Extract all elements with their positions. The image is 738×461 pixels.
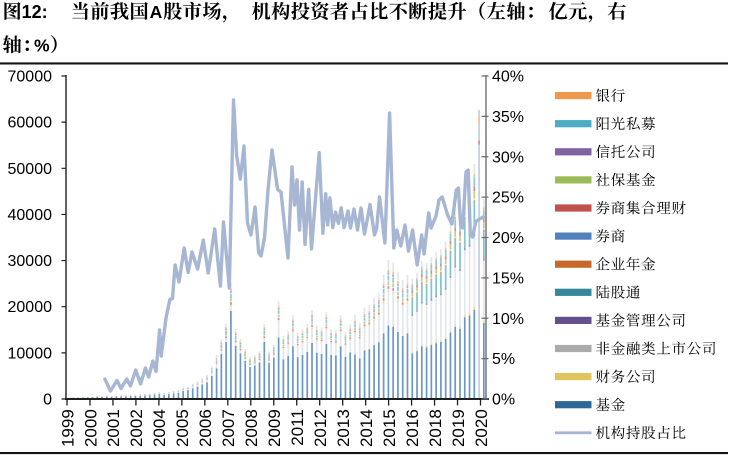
svg-text:2018: 2018	[426, 409, 445, 447]
svg-text:2005: 2005	[173, 409, 192, 447]
svg-text:2004: 2004	[150, 409, 169, 447]
svg-text:2007: 2007	[219, 409, 238, 447]
svg-text:40%: 40%	[492, 69, 524, 86]
svg-text:2000: 2000	[81, 409, 100, 447]
svg-text:2016: 2016	[403, 409, 422, 447]
svg-text:20000: 20000	[8, 299, 53, 316]
svg-text:2015: 2015	[380, 409, 399, 447]
svg-text:2019: 2019	[449, 409, 468, 447]
svg-text:2012: 2012	[311, 409, 330, 447]
svg-text:40000: 40000	[8, 207, 53, 224]
svg-text:30000: 30000	[8, 253, 53, 270]
svg-text:1999: 1999	[58, 409, 77, 447]
svg-text:2001: 2001	[104, 409, 123, 447]
svg-text:0: 0	[43, 392, 52, 409]
svg-text:0%: 0%	[492, 392, 515, 409]
svg-text:2014: 2014	[357, 409, 376, 447]
svg-text:%: %	[34, 36, 50, 56]
svg-text:20%: 20%	[492, 230, 524, 247]
svg-text:10000: 10000	[8, 345, 53, 362]
svg-text:2013: 2013	[334, 409, 353, 447]
svg-text:10%: 10%	[492, 311, 524, 328]
svg-text:30%: 30%	[492, 149, 524, 166]
svg-text:5%: 5%	[492, 351, 515, 368]
svg-text:25%: 25%	[492, 190, 524, 207]
svg-text:2011: 2011	[288, 409, 307, 446]
svg-text:2002: 2002	[127, 409, 146, 447]
svg-text:70000: 70000	[8, 69, 53, 86]
svg-text:2008: 2008	[242, 409, 261, 447]
svg-text:12:: 12:	[22, 2, 48, 22]
svg-text:2020: 2020	[472, 409, 491, 447]
svg-text:15%: 15%	[492, 270, 524, 287]
svg-text:35%: 35%	[492, 109, 524, 126]
svg-text:A: A	[150, 2, 163, 22]
svg-text:2009: 2009	[265, 409, 284, 447]
svg-text:60000: 60000	[8, 115, 53, 132]
svg-text:50000: 50000	[8, 161, 53, 178]
svg-text:2006: 2006	[196, 409, 215, 447]
